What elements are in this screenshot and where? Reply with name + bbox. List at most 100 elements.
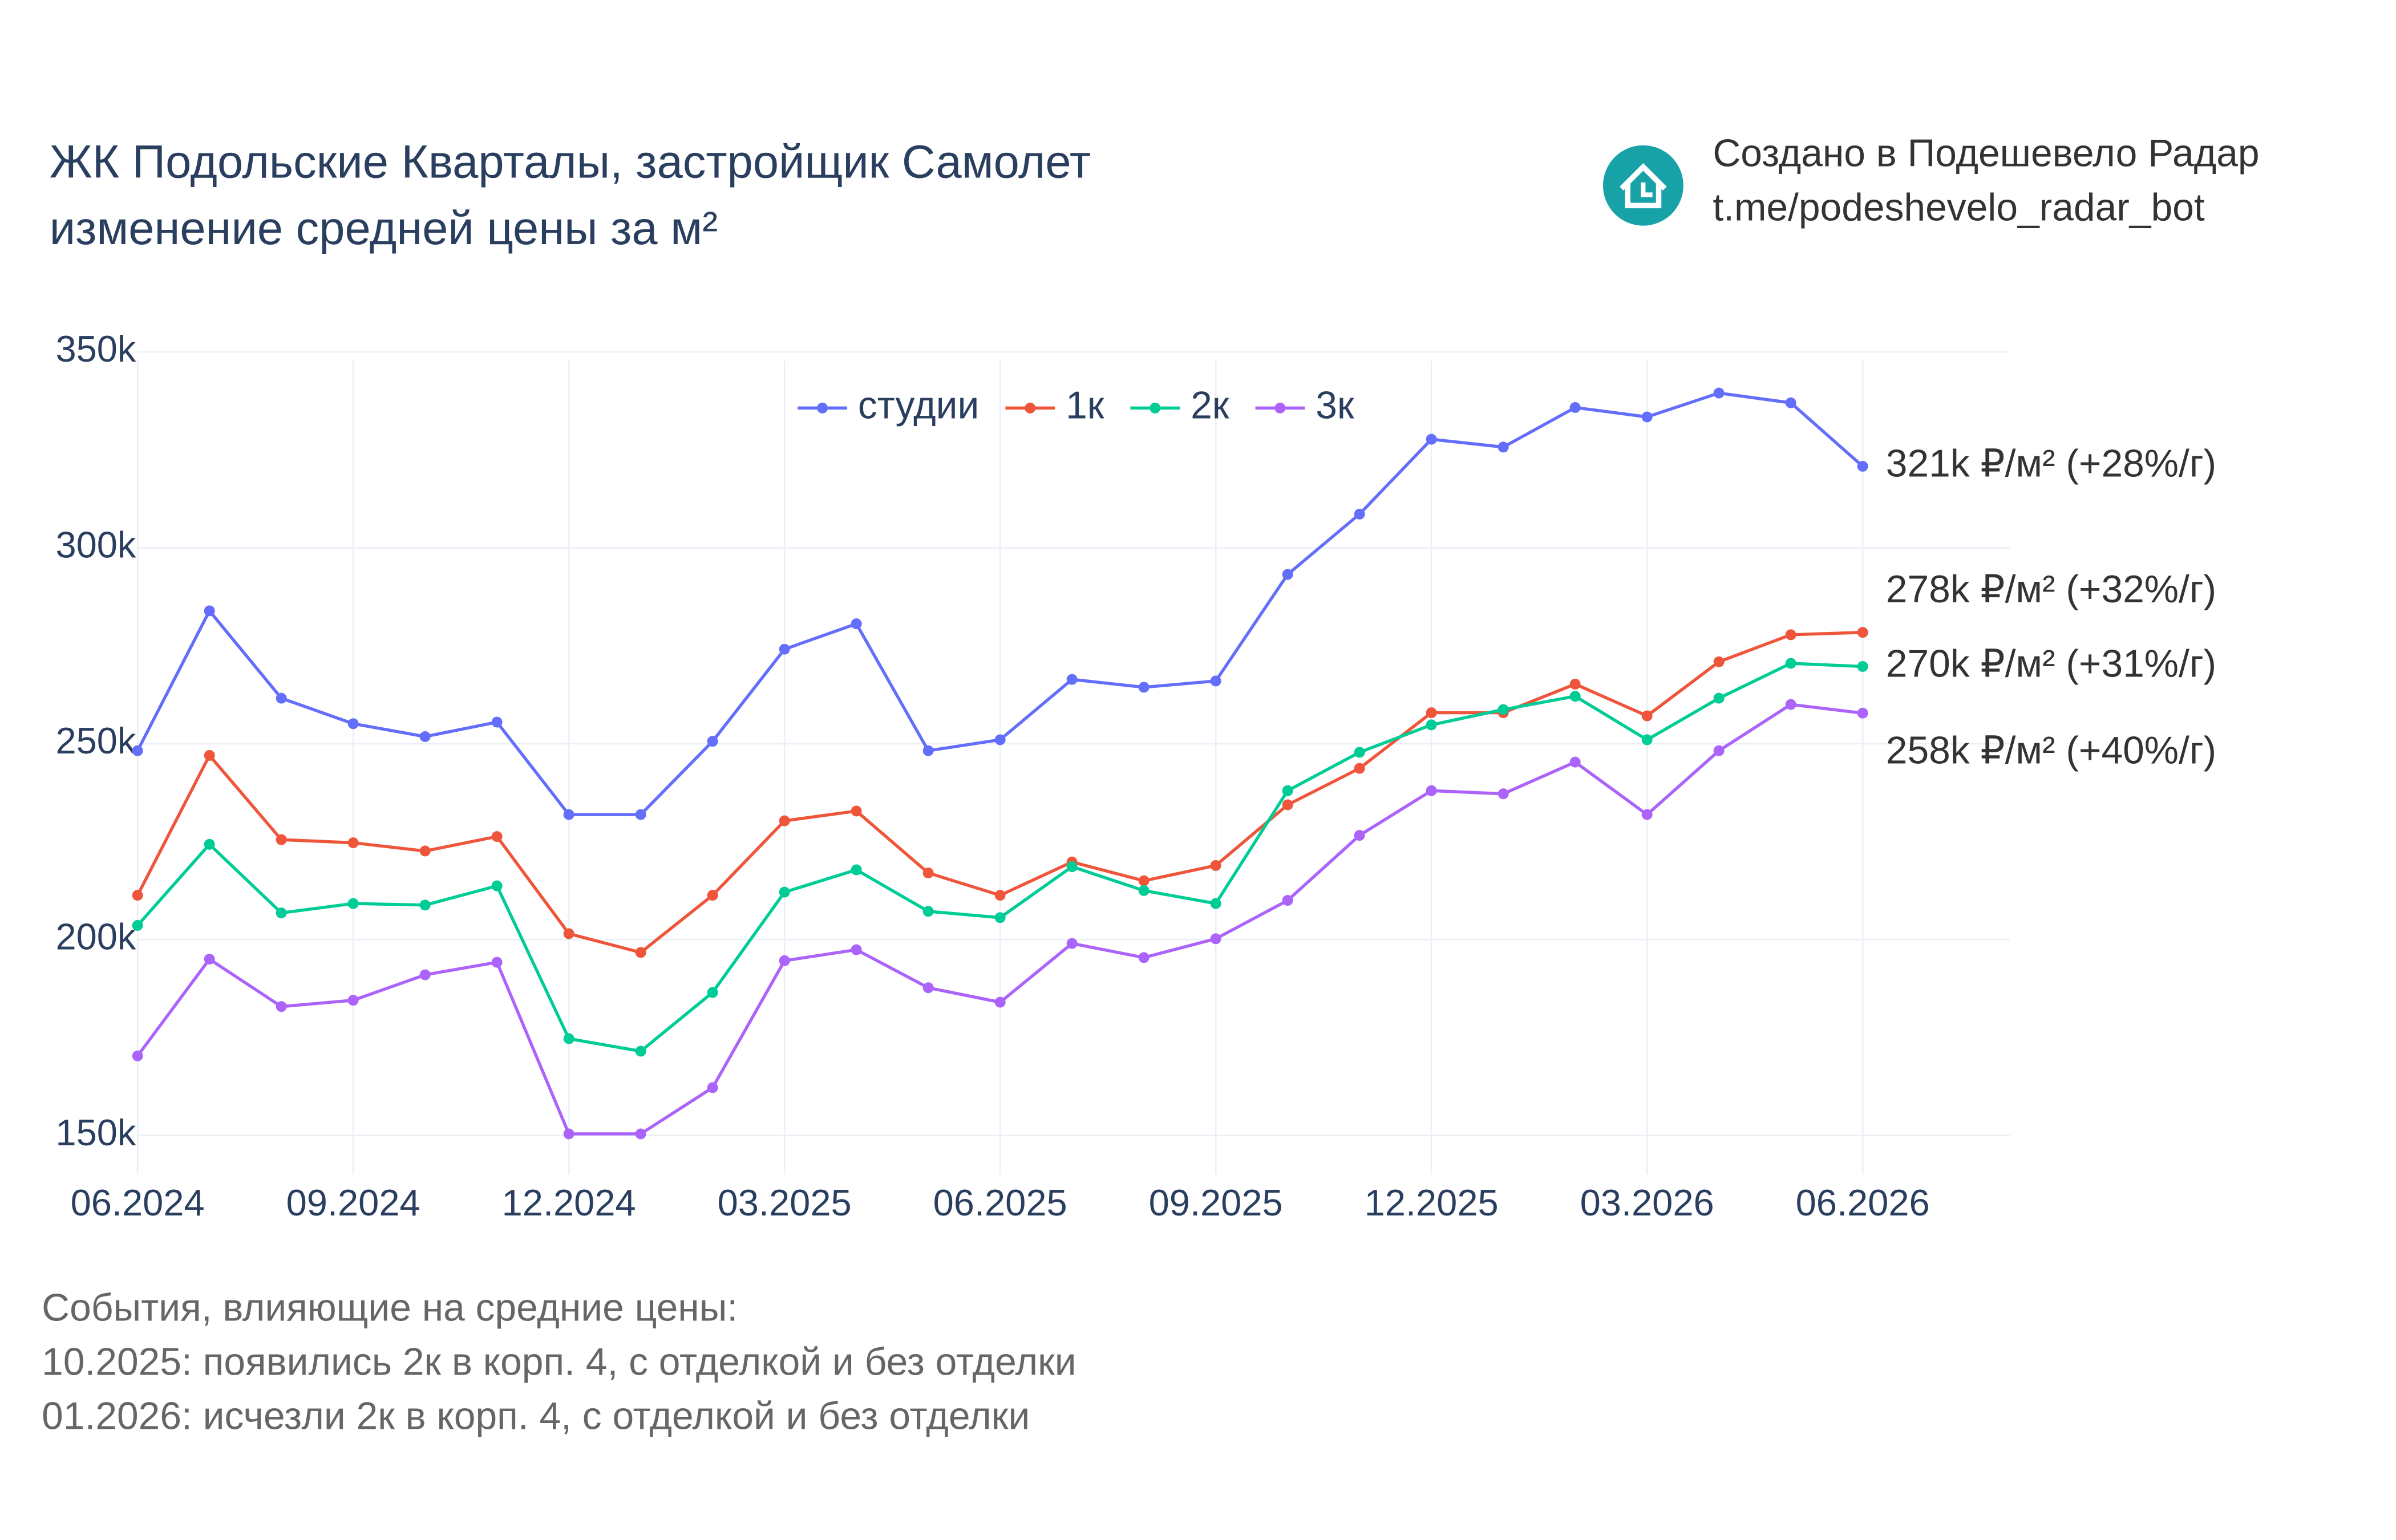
y-tick-label: 250k [55, 720, 136, 761]
legend-marker [1025, 402, 1036, 414]
y-tick-label: 200k [55, 915, 136, 957]
legend-item: 1к [1005, 384, 1104, 427]
data-point [994, 996, 1006, 1008]
legend-item: 3к [1255, 384, 1354, 427]
note: 01.2026: исчезли 2к в корп. 4, с отделко… [42, 1395, 1030, 1437]
legend-label: студии [858, 384, 979, 427]
data-point [1569, 402, 1581, 413]
end-annotation: 270k ₽/м² (+31%/г) [1886, 642, 2216, 685]
data-point [1641, 809, 1653, 820]
data-point [563, 1128, 574, 1140]
data-point [276, 692, 287, 704]
data-point [491, 831, 503, 842]
data-point [347, 995, 359, 1006]
data-point [491, 957, 503, 968]
data-point [1138, 682, 1150, 693]
data-point [1569, 756, 1581, 768]
data-point [1498, 441, 1509, 453]
data-point [779, 955, 790, 966]
data-point [1713, 692, 1725, 704]
x-tick-label: 06.2025 [933, 1182, 1067, 1223]
data-point [1066, 861, 1078, 872]
data-point [1785, 699, 1796, 710]
data-point [1426, 707, 1437, 719]
data-point [132, 890, 143, 901]
data-point [1641, 710, 1653, 722]
x-tick-label: 03.2025 [718, 1182, 852, 1223]
data-point [132, 745, 143, 756]
data-point [1641, 734, 1653, 745]
data-point [635, 1045, 646, 1057]
data-point [1210, 898, 1221, 909]
data-point [1785, 629, 1796, 641]
x-tick-label: 12.2024 [502, 1182, 636, 1223]
data-point [1354, 763, 1365, 774]
x-tick-label: 09.2025 [1149, 1182, 1283, 1223]
data-point [1713, 656, 1725, 667]
data-point [491, 716, 503, 728]
data-point [1426, 785, 1437, 796]
data-point [419, 731, 431, 742]
data-point [851, 618, 862, 630]
data-point [1210, 933, 1221, 945]
data-point [1282, 785, 1293, 796]
data-point [204, 954, 215, 965]
data-point [1569, 678, 1581, 690]
credit: t.me/podeshevelo_radar_bot [1713, 186, 2205, 229]
logo [1602, 145, 1683, 226]
data-point [491, 880, 503, 891]
data-point [276, 1001, 287, 1012]
data-point [1498, 788, 1509, 800]
data-point [1210, 860, 1221, 871]
data-point [1138, 875, 1150, 886]
data-point [1641, 411, 1653, 423]
data-point [707, 987, 718, 998]
end-annotation: 258k ₽/м² (+40%/г) [1886, 730, 2216, 772]
data-point [347, 898, 359, 909]
legend-marker [1150, 402, 1161, 414]
data-point [779, 643, 790, 655]
data-point [204, 838, 215, 850]
y-tick-label: 150k [55, 1112, 136, 1153]
data-point [1066, 938, 1078, 949]
data-point [1354, 508, 1365, 520]
data-point [204, 605, 215, 617]
legend-label: 2к [1191, 384, 1229, 427]
chart-title: ЖК Подольские Кварталы, застройщик Самол… [50, 136, 1091, 188]
legend-marker [817, 402, 828, 414]
data-point [994, 912, 1006, 923]
data-point [1857, 627, 1868, 638]
data-point [1785, 658, 1796, 669]
y-tick-label: 350k [55, 328, 136, 370]
data-point [1138, 952, 1150, 963]
data-point [563, 1033, 574, 1044]
data-point [1857, 661, 1868, 672]
data-point [204, 749, 215, 761]
data-point [1569, 691, 1581, 702]
data-point [132, 1050, 143, 1061]
data-point [851, 805, 862, 817]
data-point [1498, 704, 1509, 715]
data-point [922, 745, 934, 756]
data-point [1354, 747, 1365, 758]
data-point [1066, 674, 1078, 685]
data-point [1857, 461, 1868, 472]
data-point [132, 920, 143, 931]
note: 10.2025: появились 2к в корп. 4, с отдел… [42, 1341, 1076, 1384]
data-point [994, 734, 1006, 745]
legend-marker [1274, 402, 1286, 414]
data-point [851, 944, 862, 955]
legend-label: 3к [1316, 384, 1354, 427]
data-point [276, 834, 287, 845]
data-point [994, 890, 1006, 901]
data-point [563, 928, 574, 939]
data-point [276, 907, 287, 919]
x-tick-label: 06.2026 [1796, 1182, 1930, 1223]
data-point [779, 886, 790, 898]
data-point [1138, 885, 1150, 896]
data-point [347, 718, 359, 730]
data-point [1426, 433, 1437, 445]
data-point [1857, 707, 1868, 719]
data-point [707, 890, 718, 901]
data-point [922, 906, 934, 917]
